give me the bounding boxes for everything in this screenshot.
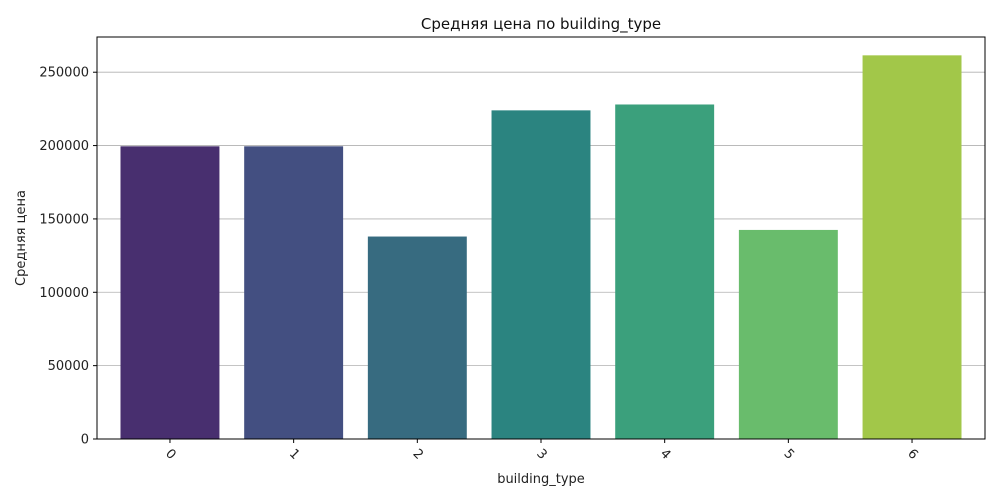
bar-6	[862, 55, 962, 439]
y-tick-label: 50000	[48, 359, 89, 374]
y-tick-label: 200000	[39, 139, 89, 154]
y-axis-title: Средняя цена	[14, 190, 29, 286]
x-tick-label: 1	[286, 446, 302, 462]
x-tick-label: 2	[410, 446, 426, 462]
chart-title: Средняя цена по building_type	[421, 15, 661, 34]
x-tick-label: 3	[533, 446, 549, 462]
bars	[120, 55, 962, 440]
bar-3	[491, 110, 591, 439]
bar-1	[244, 146, 344, 439]
x-tick-label: 4	[657, 446, 673, 462]
y-tick-label: 250000	[39, 66, 89, 81]
bar-4	[615, 104, 715, 440]
x-axis: 0 1 2 3 4 5 6	[162, 439, 921, 463]
y-tick-label: 0	[81, 433, 89, 448]
x-tick-label: 5	[781, 446, 797, 462]
bar-0	[120, 146, 220, 439]
y-tick-label: 150000	[39, 212, 89, 227]
bar-2	[367, 236, 467, 439]
y-tick-label: 100000	[39, 286, 89, 301]
x-axis-title: building_type	[497, 472, 585, 487]
y-axis: 0 50000 100000 150000 200000 250000	[39, 66, 97, 448]
bar-5	[738, 229, 838, 439]
x-tick-label: 0	[162, 446, 178, 462]
x-tick-label: 6	[904, 446, 920, 462]
